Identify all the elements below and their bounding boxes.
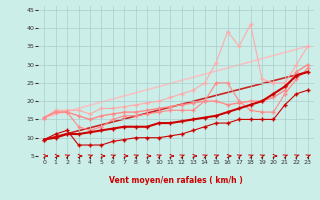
X-axis label: Vent moyen/en rafales ( km/h ): Vent moyen/en rafales ( km/h ) (109, 176, 243, 185)
